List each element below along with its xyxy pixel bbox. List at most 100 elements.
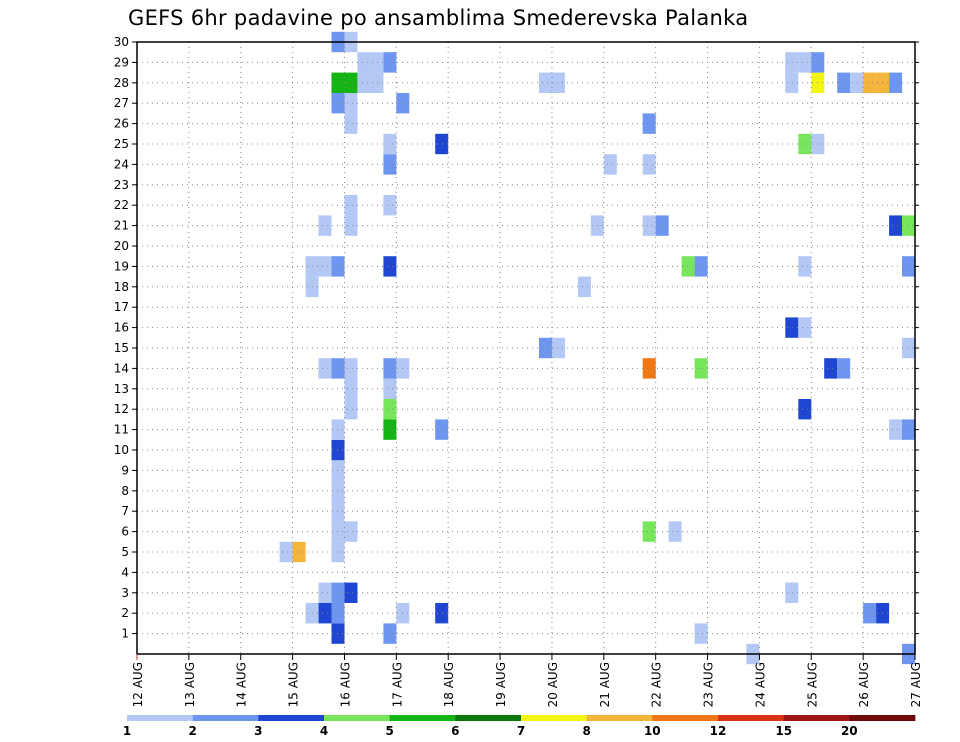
precip-cell: [642, 154, 656, 175]
precip-cell: [344, 93, 358, 114]
y-tick-label: 7: [121, 504, 129, 518]
precip-cell: [344, 521, 358, 542]
precip-cell: [383, 399, 397, 420]
precip-cell: [798, 399, 812, 420]
precip-cell: [370, 52, 384, 73]
precip-cell: [383, 52, 397, 73]
colorbar-label: 2: [189, 724, 197, 738]
precip-cell: [850, 72, 864, 93]
precip-cell: [435, 133, 449, 155]
y-tick-label: 29: [114, 55, 129, 69]
precip-cell: [344, 72, 358, 93]
precip-cell: [318, 256, 332, 277]
x-tick-label: 13 AUG: [183, 662, 197, 707]
precip-cell: [902, 215, 915, 236]
x-tick-label: 23 AUG: [702, 662, 716, 707]
x-tick-label: 15 AUG: [287, 662, 301, 707]
precip-cell: [785, 582, 799, 603]
colorbar-label: 7: [517, 724, 525, 738]
precip-cell: [357, 72, 371, 93]
precip-cell: [889, 72, 903, 93]
precip-cell: [551, 337, 565, 359]
precip-cell: [889, 215, 903, 236]
y-tick-label: 13: [114, 382, 129, 396]
precip-cell: [785, 317, 799, 338]
precip-cell: [642, 215, 656, 236]
x-tick-label: 16 AUG: [338, 662, 352, 707]
x-tick-label: 21 AUG: [598, 662, 612, 707]
colorbar-segment: [586, 715, 653, 721]
colorbar-segment: [652, 715, 719, 721]
precip-cell: [694, 256, 708, 277]
y-tick-label: 14: [114, 361, 129, 375]
colorbar-segment: [192, 715, 259, 721]
precip-cell: [551, 72, 565, 93]
x-tick-label: 19 AUG: [494, 662, 508, 707]
precip-cell: [642, 113, 656, 134]
precip-cell: [383, 623, 397, 644]
x-tick-label: 24 AUG: [753, 662, 767, 707]
y-tick-label: 9: [121, 463, 129, 477]
colorbar-label: 4: [320, 724, 328, 738]
x-tick-label: 14 AUG: [235, 662, 249, 707]
y-tick-label: 15: [114, 341, 129, 355]
y-tick-label: 26: [114, 117, 129, 131]
colorbar-label: 15: [775, 724, 792, 738]
precip-cell: [798, 52, 812, 73]
precip-cell: [383, 378, 397, 399]
precip-cell: [435, 603, 449, 624]
x-tick-label: 18 AUG: [442, 662, 456, 707]
precip-cell: [318, 582, 332, 603]
precip-cell: [798, 133, 812, 155]
colorbar-segment: [324, 715, 391, 721]
x-tick-label: 25 AUG: [805, 662, 819, 707]
precip-cell: [383, 358, 397, 379]
precip-cell: [863, 72, 877, 93]
precip-cell: [902, 256, 915, 277]
y-tick-label: 27: [114, 96, 129, 110]
precip-cell: [383, 419, 397, 440]
precip-cell: [318, 603, 332, 624]
y-tick-label: 25: [114, 137, 129, 151]
colorbar-label: 1: [123, 724, 131, 738]
y-tick-label: 2: [121, 606, 129, 620]
precip-cell: [694, 623, 708, 644]
y-tick-label: 21: [114, 219, 129, 233]
precip-cell: [292, 541, 306, 563]
colorbar-segment: [258, 715, 325, 721]
precip-cell: [642, 521, 656, 542]
y-tick-label: 28: [114, 76, 129, 90]
y-tick-label: 4: [121, 565, 129, 579]
precip-cell: [577, 276, 591, 297]
colorbar-segment: [389, 715, 456, 721]
precip-cell: [603, 154, 617, 175]
precip-cell: [694, 358, 708, 379]
precip-cell: [318, 215, 332, 236]
y-tick-label: 5: [121, 545, 129, 559]
precip-cell: [863, 603, 877, 624]
y-tick-label: 20: [114, 239, 129, 253]
x-tick-label: 12 AUG: [131, 662, 145, 707]
precip-cell: [344, 399, 358, 420]
precip-cell: [279, 541, 293, 563]
y-tick-label: 16: [114, 321, 129, 335]
colorbar-label: 12: [710, 724, 727, 738]
precip-cell: [902, 419, 915, 440]
precip-cell: [798, 256, 812, 277]
y-tick-label: 18: [114, 280, 129, 294]
y-tick-label: 10: [114, 443, 129, 457]
precip-cell: [344, 378, 358, 399]
precip-cell: [785, 72, 799, 93]
y-tick-label: 24: [114, 157, 129, 171]
precip-cell: [383, 195, 397, 216]
precip-cell: [344, 582, 358, 603]
chart-title: GEFS 6hr padavine po ansamblima Smederev…: [128, 6, 749, 30]
colorbar-label: 3: [254, 724, 262, 738]
precip-cell: [539, 337, 552, 359]
precip-cell: [383, 133, 397, 155]
precip-cell: [357, 52, 371, 73]
precip-cell: [837, 358, 851, 379]
x-tick-label: 26 AUG: [857, 662, 871, 707]
precip-cell: [668, 521, 682, 542]
